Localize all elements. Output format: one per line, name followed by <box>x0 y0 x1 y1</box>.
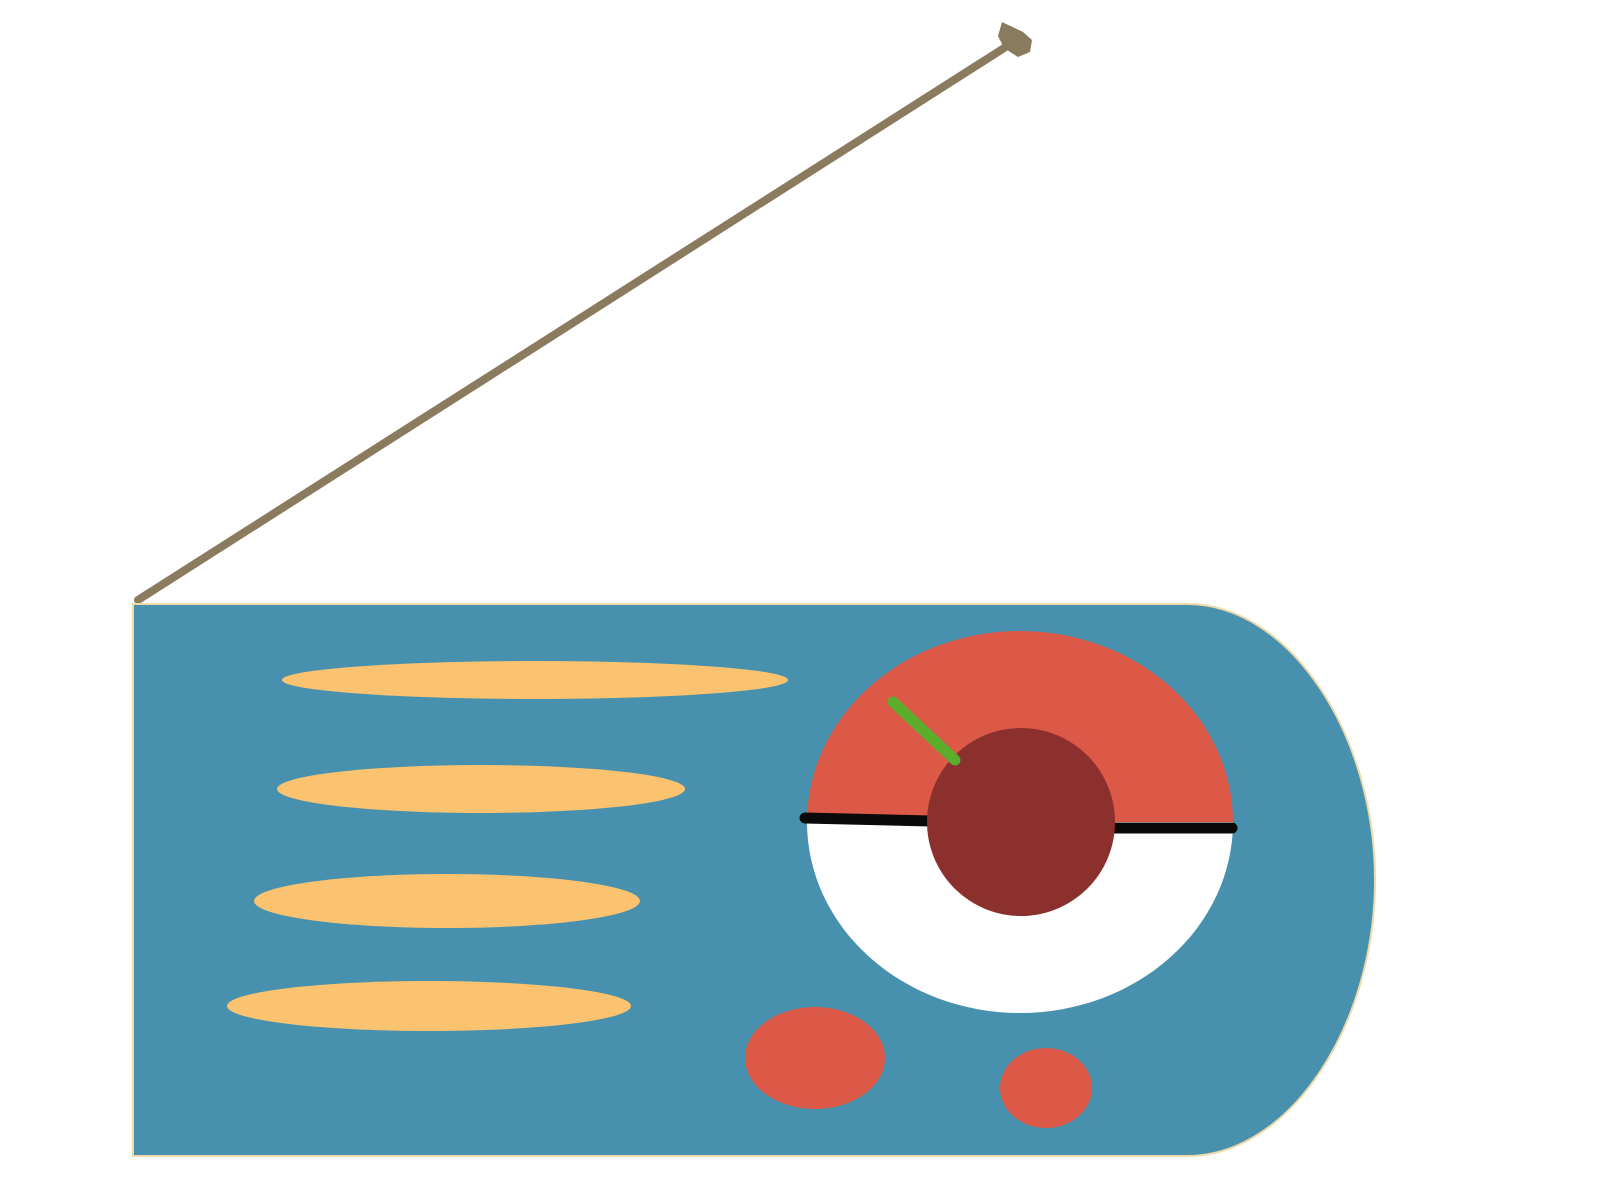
grille-slot <box>254 874 640 928</box>
grille-slot <box>282 661 788 699</box>
volume-button <box>745 1007 885 1109</box>
grille-slot <box>227 981 631 1031</box>
tuning-dial-icon <box>799 631 1238 1013</box>
grille-slot <box>277 765 685 813</box>
dial-hub <box>927 728 1115 916</box>
antenna-rod <box>134 39 1016 604</box>
power-button <box>1000 1048 1092 1128</box>
antenna-icon <box>134 22 1032 604</box>
dial-bottom-half <box>807 822 1233 1013</box>
antenna-tip <box>998 22 1032 57</box>
control-buttons <box>745 1007 1092 1128</box>
speaker-grille-icon <box>227 661 788 1031</box>
dial-divider-left <box>799 812 936 827</box>
dial-top-half <box>807 631 1233 822</box>
tuning-needle <box>887 696 961 766</box>
